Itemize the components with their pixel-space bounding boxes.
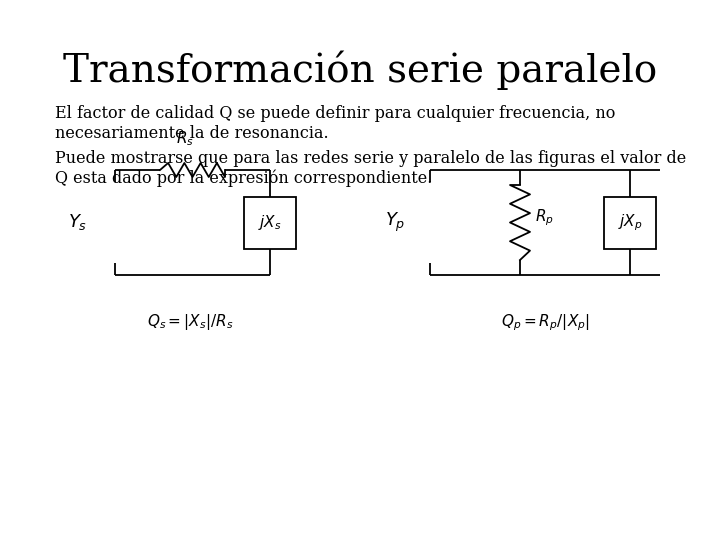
- Bar: [604, 197, 656, 248]
- Text: $Q_p = R_p/|X_p|$: $Q_p = R_p/|X_p|$: [500, 312, 590, 333]
- Text: Transformación serie paralelo: Transformación serie paralelo: [63, 50, 657, 90]
- Text: $Y_p$: $Y_p$: [385, 211, 405, 234]
- Text: $Y_s$: $Y_s$: [68, 213, 87, 233]
- Bar: [244, 197, 296, 248]
- Text: Puede mostrarse que para las redes serie y paralelo de las figuras el valor de
Q: Puede mostrarse que para las redes serie…: [55, 150, 686, 187]
- Text: El factor de calidad Q se puede definir para cualquier frecuencia, no
necesariam: El factor de calidad Q se puede definir …: [55, 105, 616, 141]
- Text: $R_s$: $R_s$: [176, 129, 194, 148]
- Text: $jX_s$: $jX_s$: [258, 213, 282, 232]
- Text: $Q_s = |X_s|/R_s$: $Q_s = |X_s|/R_s$: [147, 312, 233, 332]
- Text: $jX_p$: $jX_p$: [618, 212, 642, 233]
- Text: $R_p$: $R_p$: [535, 207, 554, 228]
